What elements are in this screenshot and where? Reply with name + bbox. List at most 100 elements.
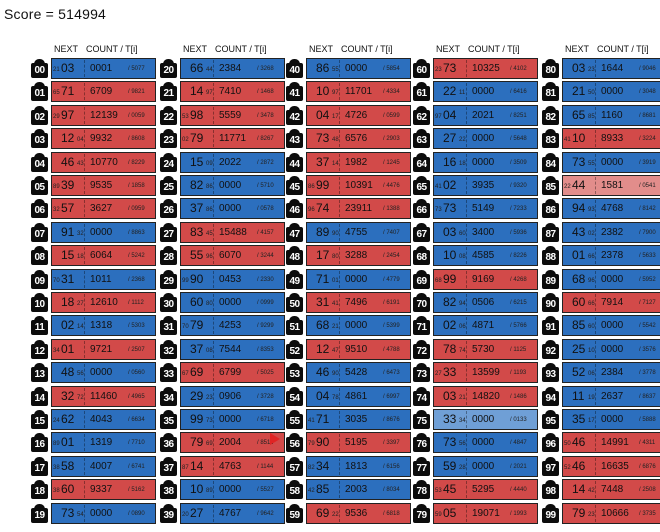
task-cell[interactable]: 73 48 6576 / 2903 bbox=[306, 128, 411, 150]
task-row[interactable]: 22 53 98 5559 / 3478 bbox=[159, 104, 285, 126]
task-row[interactable]: 44 37 14 1982 / 1245 bbox=[285, 151, 411, 173]
task-row[interactable]: 78 53 45 5295 / 4440 bbox=[412, 479, 538, 501]
task-row[interactable]: 07 91 32 0000 / 8863 bbox=[30, 221, 156, 243]
task-cell[interactable]: 52 06 2384 / 3778 bbox=[562, 362, 660, 384]
task-row[interactable]: 51 68 21 0000 / 5399 bbox=[285, 315, 411, 337]
task-cell[interactable]: 22 11 0000 / 6416 bbox=[433, 81, 538, 103]
task-row[interactable]: 97 52 46 16635 / 6876 bbox=[541, 455, 660, 477]
task-cell[interactable]: 48 56 0000 / 0560 bbox=[51, 362, 156, 384]
task-cell[interactable]: 71 01 0000 / 4779 bbox=[306, 268, 411, 290]
task-cell[interactable]: 10 97 11701 / 4334 bbox=[306, 81, 411, 103]
task-row[interactable]: 96 50 46 14991 / 4311 bbox=[541, 432, 660, 454]
task-cell[interactable]: 59 28 0000 / 2021 bbox=[433, 455, 538, 477]
task-row[interactable]: 83 41 10 8933 / 3224 bbox=[541, 128, 660, 150]
task-row[interactable]: 30 60 80 0000 / 0999 bbox=[159, 292, 285, 313]
task-row[interactable]: 24 15 09 2022 / 2872 bbox=[159, 151, 285, 173]
task-cell[interactable]: 97 04 2021 / 8251 bbox=[433, 104, 538, 126]
task-row[interactable]: 37 87 14 4763 / 1144 bbox=[159, 455, 285, 477]
task-cell[interactable]: 79 69 2004 / 8511 bbox=[180, 432, 285, 454]
task-row[interactable]: 72 78 74 5730 / 1125 bbox=[412, 338, 538, 360]
task-row[interactable]: 71 02 06 4871 / 5766 bbox=[412, 315, 538, 337]
task-cell[interactable]: 68 21 0000 / 5399 bbox=[306, 315, 411, 337]
task-row[interactable]: 65 41 02 3935 / 9320 bbox=[412, 175, 538, 196]
task-row[interactable]: 17 38 58 4007 / 6741 bbox=[30, 455, 156, 477]
task-cell[interactable]: 03 21 14820 / 1486 bbox=[433, 385, 538, 407]
task-cell[interactable]: 82 94 0506 / 6215 bbox=[433, 292, 538, 313]
task-row[interactable]: 94 11 19 2637 / 8637 bbox=[541, 385, 660, 407]
task-row[interactable]: 40 86 55 0000 / 5854 bbox=[285, 58, 411, 79]
task-row[interactable]: 41 10 97 11701 / 4334 bbox=[285, 81, 411, 103]
task-cell[interactable]: 01 66 2378 / 5633 bbox=[562, 245, 660, 267]
task-cell[interactable]: 14 97 7410 / 1468 bbox=[180, 81, 285, 103]
task-row[interactable]: 34 29 23 0906 / 3728 bbox=[159, 385, 285, 407]
task-cell[interactable]: 43 02 2382 / 7900 bbox=[562, 221, 660, 243]
task-cell[interactable]: 21 03 0001 / 5077 bbox=[51, 58, 156, 79]
task-row[interactable]: 15 24 62 4043 / 6634 bbox=[30, 409, 156, 430]
task-row[interactable]: 90 60 66 7914 / 7127 bbox=[541, 292, 660, 313]
task-row[interactable]: 00 21 03 0001 / 5077 bbox=[30, 58, 156, 79]
task-row[interactable]: 64 16 18 0000 / 3509 bbox=[412, 151, 538, 173]
task-row[interactable]: 14 32 72 11460 / 4965 bbox=[30, 385, 156, 407]
task-row[interactable]: 82 65 85 1160 / 8681 bbox=[541, 104, 660, 126]
task-row[interactable]: 99 79 23 10666 / 3735 bbox=[541, 502, 660, 524]
task-cell[interactable]: 04 17 4726 / 0599 bbox=[306, 104, 411, 126]
task-cell[interactable]: 46 43 10770 / 8229 bbox=[51, 151, 156, 173]
task-row[interactable]: 49 71 01 0000 / 4779 bbox=[285, 268, 411, 290]
task-cell[interactable]: 33 34 0000 / 0133 bbox=[433, 409, 538, 430]
task-cell[interactable]: 37 86 0000 / 0578 bbox=[180, 198, 285, 220]
task-row[interactable]: 67 03 60 3400 / 5936 bbox=[412, 221, 538, 243]
task-row[interactable]: 05 89 39 9535 / 1858 bbox=[30, 175, 156, 196]
task-cell[interactable]: 59 05 19071 / 1993 bbox=[433, 502, 538, 524]
task-row[interactable]: 08 15 18 6064 / 5242 bbox=[30, 245, 156, 267]
task-cell[interactable]: 65 85 1160 / 8681 bbox=[562, 104, 660, 126]
task-cell[interactable]: 29 97 12139 / 0059 bbox=[51, 104, 156, 126]
task-cell[interactable]: 11 19 2637 / 8637 bbox=[562, 385, 660, 407]
task-cell[interactable]: 60 80 0000 / 0999 bbox=[180, 292, 285, 313]
task-cell[interactable]: 78 74 5730 / 1125 bbox=[433, 338, 538, 360]
task-row[interactable]: 18 38 60 9337 / 5162 bbox=[30, 479, 156, 501]
task-cell[interactable]: 53 45 5295 / 4440 bbox=[433, 479, 538, 501]
task-row[interactable]: 88 01 66 2378 / 5633 bbox=[541, 245, 660, 267]
task-row[interactable]: 69 68 99 9169 / 4268 bbox=[412, 268, 538, 290]
task-cell[interactable]: 03 23 1644 / 9046 bbox=[562, 58, 660, 79]
task-row[interactable]: 21 14 97 7410 / 1468 bbox=[159, 81, 285, 103]
task-row[interactable]: 74 03 21 14820 / 1486 bbox=[412, 385, 538, 407]
task-cell[interactable]: 65 71 6709 / 9821 bbox=[51, 81, 156, 103]
task-cell[interactable]: 66 44 2384 / 3268 bbox=[180, 58, 285, 79]
task-cell[interactable]: 14 42 7448 / 2508 bbox=[562, 479, 660, 501]
task-cell[interactable]: 52 46 16635 / 6876 bbox=[562, 455, 660, 477]
task-cell[interactable]: 35 17 0000 / 5888 bbox=[562, 409, 660, 430]
task-cell[interactable]: 12 04 9932 / 8608 bbox=[51, 128, 156, 150]
task-cell[interactable]: 94 93 4768 / 8142 bbox=[562, 198, 660, 220]
task-cell[interactable]: 73 56 0000 / 4847 bbox=[433, 432, 538, 454]
task-row[interactable]: 35 99 73 0000 / 6718 bbox=[159, 409, 285, 430]
task-cell[interactable]: 70 31 1011 / 2368 bbox=[51, 268, 156, 290]
task-cell[interactable]: 99 90 0453 / 2330 bbox=[180, 268, 285, 290]
task-cell[interactable]: 23 73 10325 / 4102 bbox=[433, 58, 538, 79]
task-row[interactable]: 79 59 05 19071 / 1993 bbox=[412, 502, 538, 524]
task-row[interactable]: 55 41 71 3035 / 8676 bbox=[285, 409, 411, 430]
task-cell[interactable]: 53 98 5559 / 3478 bbox=[180, 104, 285, 126]
task-cell[interactable]: 10 08 4585 / 8226 bbox=[433, 245, 538, 267]
task-cell[interactable]: 21 50 0000 / 3048 bbox=[562, 81, 660, 103]
task-row[interactable]: 80 03 23 1644 / 9046 bbox=[541, 58, 660, 79]
task-row[interactable]: 73 27 33 13599 / 1193 bbox=[412, 362, 538, 384]
task-cell[interactable]: 32 72 11460 / 4965 bbox=[51, 385, 156, 407]
task-row[interactable]: 85 22 44 1581 / 0541 bbox=[541, 175, 660, 196]
task-row[interactable]: 09 70 31 1011 / 2368 bbox=[30, 268, 156, 290]
task-cell[interactable]: 41 10 8933 / 3224 bbox=[562, 128, 660, 150]
task-cell[interactable]: 27 22 0000 / 5648 bbox=[433, 128, 538, 150]
task-cell[interactable]: 29 23 0906 / 3728 bbox=[180, 385, 285, 407]
task-row[interactable]: 38 10 89 0000 / 5527 bbox=[159, 479, 285, 501]
task-cell[interactable]: 42 85 2003 / 8034 bbox=[306, 479, 411, 501]
task-cell[interactable]: 25 10 0000 / 3576 bbox=[562, 338, 660, 360]
task-row[interactable]: 32 37 08 7544 / 8353 bbox=[159, 338, 285, 360]
task-row[interactable]: 48 17 80 3288 / 2454 bbox=[285, 245, 411, 267]
task-cell[interactable]: 82 34 1813 / 6156 bbox=[306, 455, 411, 477]
task-row[interactable]: 60 23 73 10325 / 4102 bbox=[412, 58, 538, 79]
task-cell[interactable]: 82 86 0000 / 5710 bbox=[180, 175, 285, 196]
task-cell[interactable]: 89 90 4755 / 7407 bbox=[306, 221, 411, 243]
task-cell[interactable]: 91 32 0000 / 8863 bbox=[51, 221, 156, 243]
task-cell[interactable]: 32 57 3627 / 0959 bbox=[51, 198, 156, 220]
task-row[interactable]: 57 82 34 1813 / 6156 bbox=[285, 455, 411, 477]
